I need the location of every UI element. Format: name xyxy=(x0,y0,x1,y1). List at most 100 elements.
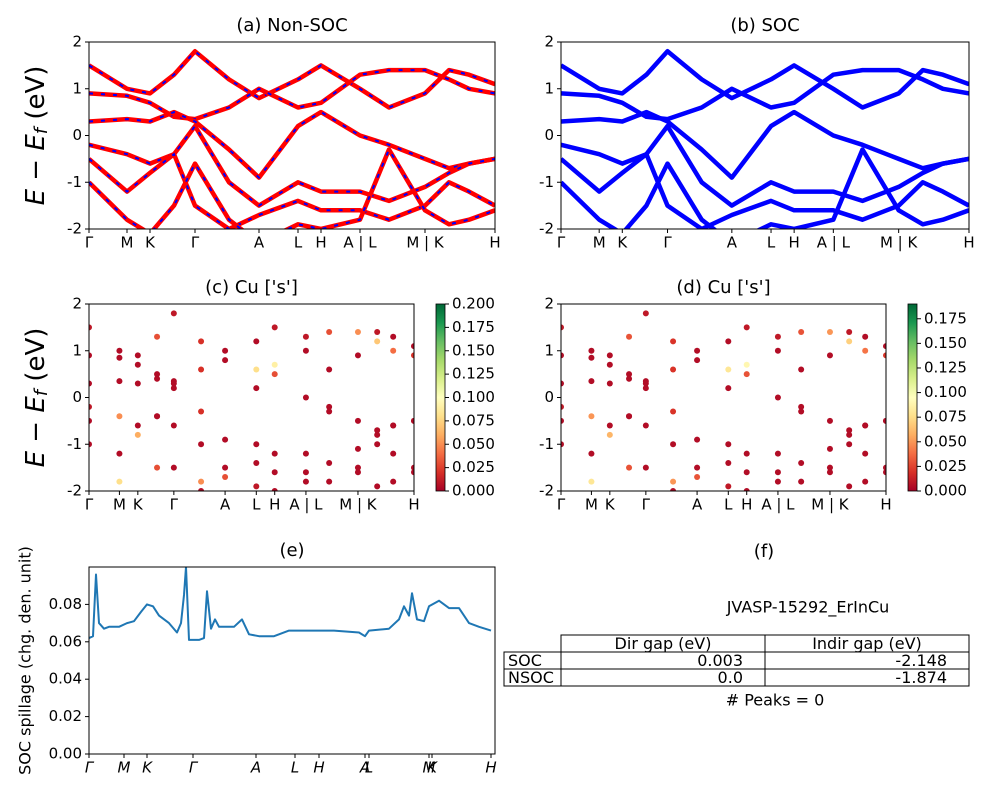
weight-point xyxy=(302,347,309,354)
x-tick-label: A xyxy=(359,759,370,777)
weight-point xyxy=(743,371,750,378)
band-line xyxy=(89,151,495,229)
weight-point xyxy=(198,488,205,491)
weight-point xyxy=(302,469,309,476)
y-label-sub: f xyxy=(31,125,52,134)
weight-point xyxy=(774,469,781,476)
band-line xyxy=(89,567,492,641)
x-tick-label: M xyxy=(118,759,131,777)
weight-point xyxy=(642,310,649,317)
weight-point xyxy=(862,333,869,340)
weight-point xyxy=(198,408,205,415)
weight-point xyxy=(670,441,677,448)
y-tick-label: -2 xyxy=(539,482,554,500)
x-tick-label: H xyxy=(313,759,324,777)
panel-title: (c) Cu ['s'] xyxy=(205,277,298,298)
weight-point xyxy=(302,478,309,485)
y-tick-label: 0.04 xyxy=(49,670,82,688)
weight-point xyxy=(271,469,278,476)
axes-frame xyxy=(88,566,496,755)
weight-point xyxy=(626,413,633,420)
weight-point xyxy=(670,488,677,491)
y-tick-label: -1 xyxy=(67,435,82,453)
weight-point xyxy=(326,408,333,415)
weight-point xyxy=(626,464,633,471)
weight-point xyxy=(253,366,260,373)
weight-point xyxy=(354,329,361,336)
band-dash xyxy=(89,110,495,180)
weight-point xyxy=(222,464,229,471)
weight-point xyxy=(846,427,853,434)
weight-point xyxy=(606,361,613,368)
y-label-unit: (eV) xyxy=(21,328,51,390)
weight-point xyxy=(253,459,260,466)
y-tick-label: -2 xyxy=(539,220,554,238)
x-tick-label: K xyxy=(605,496,616,514)
weight-point xyxy=(694,357,701,364)
weight-point xyxy=(862,347,869,354)
row-label: SOC xyxy=(508,651,542,670)
x-tick-label: H xyxy=(408,496,419,514)
colorbar-tick-label: 0.175 xyxy=(924,309,967,327)
weight-point xyxy=(626,371,633,378)
colorbar xyxy=(907,303,918,492)
weight-point xyxy=(883,343,886,350)
weight-point xyxy=(774,450,781,457)
y-tick-label: 0.02 xyxy=(49,707,82,725)
weight-point xyxy=(411,343,414,350)
weight-point xyxy=(743,450,750,457)
weight-point xyxy=(798,403,805,410)
weight-point xyxy=(326,366,333,373)
x-tick-label: M xyxy=(423,759,436,777)
x-tick-label: M | K xyxy=(880,234,919,252)
y-tick-label: 0.08 xyxy=(49,595,82,613)
weight-point xyxy=(170,422,177,429)
x-tick-label: M | K xyxy=(339,496,378,514)
plot-area xyxy=(89,49,495,229)
colorbar-tick-label: 0.175 xyxy=(452,318,495,336)
weight-point xyxy=(170,380,177,387)
plot-area xyxy=(89,310,414,491)
y-tick-label: -1 xyxy=(539,435,554,453)
x-tick-label: H xyxy=(269,496,280,514)
x-tick-label: Γ xyxy=(557,496,566,514)
weight-point xyxy=(271,371,278,378)
plot-area xyxy=(89,567,492,641)
x-tick-label: H xyxy=(741,496,752,514)
column-header: Dir gap (eV) xyxy=(615,634,712,653)
x-tick-label: A xyxy=(727,234,738,252)
weight-point xyxy=(826,445,833,452)
weight-point xyxy=(694,347,701,354)
x-tick-label: K xyxy=(427,759,438,777)
weight-point xyxy=(798,329,805,336)
weight-point xyxy=(798,478,805,485)
x-tick-label: Γ xyxy=(642,496,651,514)
band-line xyxy=(561,123,969,208)
x-tick-label: L xyxy=(365,759,373,777)
y-tick-label: 0.06 xyxy=(49,632,82,650)
weight-point xyxy=(774,478,781,485)
y-axis-label: E − Ef (eV) xyxy=(21,66,53,206)
band-line xyxy=(561,49,969,110)
weight-point xyxy=(170,464,177,471)
colorbar-tick-label: 0.075 xyxy=(924,408,967,426)
axes-frame xyxy=(88,41,496,230)
x-tick-label: K xyxy=(145,234,156,252)
weight-point xyxy=(561,380,564,387)
weight-point xyxy=(89,352,92,359)
weight-point xyxy=(725,459,732,466)
y-tick-label: 1 xyxy=(72,79,82,97)
weight-point xyxy=(862,478,869,485)
weight-point xyxy=(390,422,397,429)
y-axis-label: SOC spillage (chg. den. unit) xyxy=(16,546,35,775)
colorbar-tick-label: 0.050 xyxy=(924,432,967,450)
weight-point xyxy=(253,338,260,345)
weight-point xyxy=(134,352,141,359)
weight-point xyxy=(561,441,564,448)
weight-point xyxy=(116,478,123,485)
x-tick-label: H xyxy=(789,234,800,252)
weight-point xyxy=(626,333,633,340)
weight-point xyxy=(374,483,381,490)
x-tick-label: Γ xyxy=(663,234,672,252)
weight-point xyxy=(89,403,92,410)
